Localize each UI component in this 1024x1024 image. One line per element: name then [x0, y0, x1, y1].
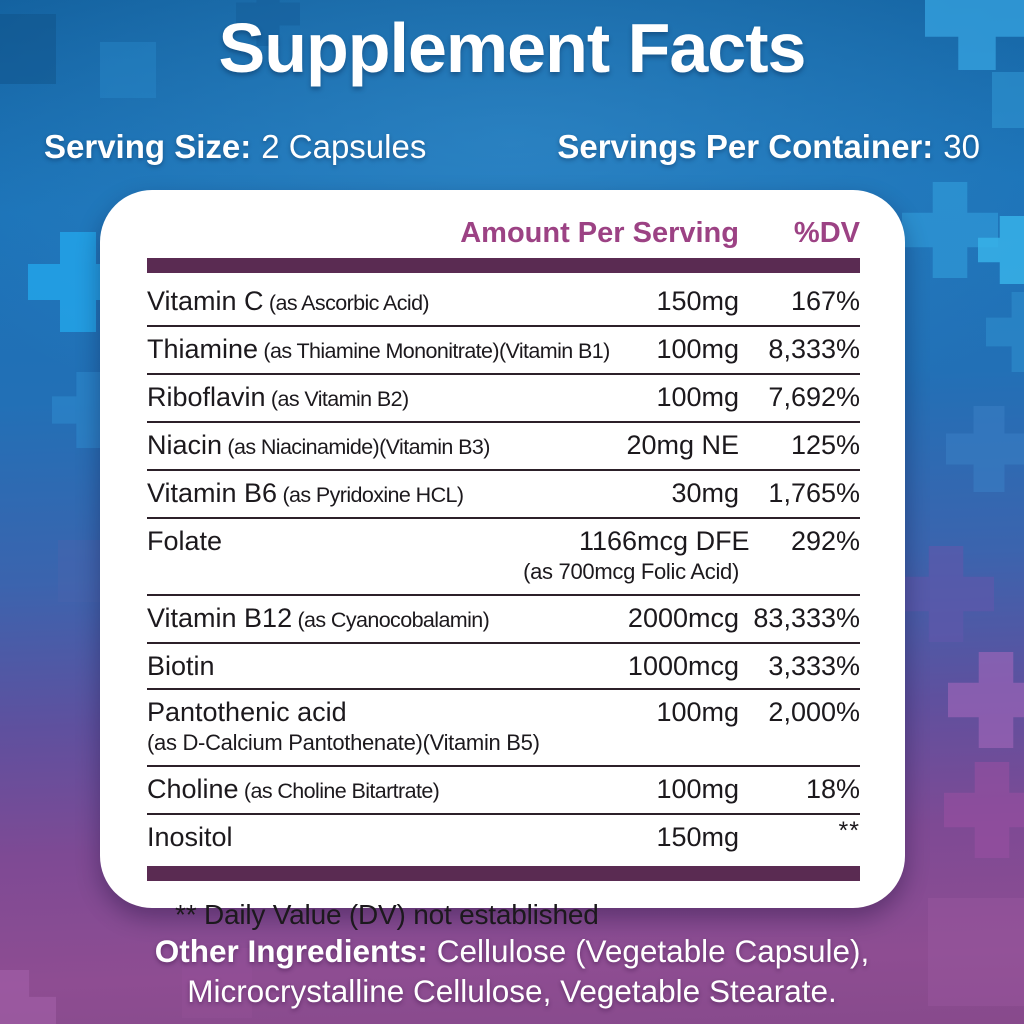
- divider-bar-top: [147, 258, 860, 273]
- table-row-main: Choline (as Choline Bitartrate) 100mg 18%: [147, 772, 860, 808]
- nutrient-amount: 1166mcg DFE: [579, 526, 750, 556]
- nutrient-name: Folate: [147, 526, 223, 556]
- nutrient-name: Pantothenic acid: [147, 697, 347, 727]
- serving-info-row: Serving Size: 2 Capsules Servings Per Con…: [0, 128, 1024, 166]
- table-row-main: Riboflavin (as Vitamin B2) 100mg 7,692%: [147, 380, 860, 416]
- square-decoration: [0, 14, 56, 84]
- nutrient-source-note: (as Vitamin B2): [265, 387, 409, 411]
- table-row: Vitamin B12 (as Cyanocobalamin) 2000mcg 83…: [147, 594, 860, 642]
- table-row-main: Vitamin B12 (as Cyanocobalamin) 2000mcg 83…: [147, 601, 860, 637]
- serving-size-label: Serving Size:: [44, 128, 252, 165]
- nutrient-name: Vitamin B12 (as Cyanocobalamin): [147, 603, 490, 633]
- nutrient-dv: 83,333%: [753, 603, 860, 633]
- serving-size-value: 2 Capsules: [261, 128, 427, 165]
- servings-per-container-value: 30: [943, 128, 980, 165]
- nutrient-amount: 2000mcg: [627, 603, 739, 633]
- nutrient-name: Niacin (as Niacinamide)(Vitamin B3): [147, 430, 490, 460]
- nutrient-name: Riboflavin (as Vitamin B2): [147, 382, 409, 412]
- divider-bar-bottom: [147, 866, 860, 881]
- facts-panel: Amount Per Serving %DV Vitamin C (as Asc…: [100, 190, 905, 930]
- table-row-main: Folate 1166mcg DFE 292%: [147, 524, 860, 558]
- plus-icon: [946, 406, 1024, 492]
- nutrient-dv: 3,333%: [768, 651, 860, 681]
- plus-icon: [0, 970, 56, 1024]
- facts-rows: Vitamin C (as Ascorbic Acid) 150mg 167% Thi…: [147, 279, 860, 860]
- servings-per-container: Servings Per Container: 30: [557, 128, 980, 166]
- table-row: Inositol 150mg **: [147, 813, 860, 860]
- table-row: Biotin 1000mcg 3,333%: [147, 642, 860, 688]
- nutrient-dv: 1,765%: [768, 478, 860, 508]
- plus-icon: [944, 762, 1024, 858]
- nutrient-amount: 100mg: [656, 382, 739, 412]
- nutrient-source-note: (as Cyanocobalamin): [292, 608, 490, 632]
- nutrient-amount: 20mg NE: [626, 430, 739, 460]
- nutrient-name: Inositol: [147, 822, 233, 852]
- facts-table-header: Amount Per Serving %DV: [147, 210, 860, 256]
- nutrient-dv: 2,000%: [768, 697, 860, 727]
- dv-header: %DV: [793, 217, 860, 249]
- table-row-main: Inositol 150mg **: [147, 817, 860, 855]
- plus-icon: [948, 652, 1024, 748]
- nutrient-dv: 125%: [790, 430, 860, 460]
- table-row: Niacin (as Niacinamide)(Vitamin B3) 20mg …: [147, 421, 860, 469]
- nutrient-name: Biotin: [147, 651, 215, 681]
- plus-icon: [986, 292, 1024, 372]
- square-decoration: [100, 42, 156, 98]
- nutrient-source-note: (as Pyridoxine HCL): [277, 483, 464, 507]
- nutrient-name: Vitamin B6 (as Pyridoxine HCL): [147, 478, 464, 508]
- table-row: Vitamin B6 (as Pyridoxine HCL) 30mg 1,765%: [147, 469, 860, 517]
- table-row-main: Pantothenic acid 100mg 2,000%: [147, 695, 860, 729]
- table-row-main: Niacin (as Niacinamide)(Vitamin B3) 20mg …: [147, 428, 860, 464]
- nutrient-sub-note: (as 700mcg Folic Acid): [523, 559, 739, 584]
- table-row: Thiamine (as Thiamine Mononitrate)(Vitam…: [147, 325, 860, 373]
- plus-icon: [902, 182, 998, 278]
- nutrient-amount: 100mg: [656, 774, 739, 804]
- nutrient-name: Choline (as Choline Bitartrate): [147, 774, 440, 804]
- nutrient-amount: 150mg: [656, 822, 739, 852]
- nutrient-source-note: (as Ascorbic Acid): [263, 291, 430, 315]
- nutrient-amount: 100mg: [656, 697, 739, 727]
- table-row: Riboflavin (as Vitamin B2) 100mg 7,692%: [147, 373, 860, 421]
- nutrient-sub-note: (as D-Calcium Pantothenate)(Vitamin B5): [147, 730, 540, 755]
- nutrient-dv: 18%: [805, 774, 860, 804]
- page-title: Supplement Facts: [218, 9, 807, 87]
- other-ingredients: Other Ingredients: Cellulose (Vegetable C…: [112, 931, 912, 1011]
- nutrient-dv: 8,333%: [768, 334, 860, 364]
- nutrient-source-note: (as Choline Bitartrate): [238, 779, 440, 803]
- nutrient-dv: 167%: [790, 286, 860, 316]
- square-decoration: [182, 948, 252, 1018]
- nutrient-source-note: (as Niacinamide)(Vitamin B3): [222, 435, 490, 459]
- nutrient-amount: 30mg: [671, 478, 739, 508]
- table-row: Vitamin C (as Ascorbic Acid) 150mg 167%: [147, 279, 860, 325]
- nutrient-amount: 150mg: [656, 286, 739, 316]
- nutrient-name: Thiamine (as Thiamine Mononitrate)(Vitam…: [147, 334, 610, 364]
- nutrient-amount: 100mg: [656, 334, 739, 364]
- table-row: Choline (as Choline Bitartrate) 100mg 18%: [147, 765, 860, 813]
- square-decoration: [928, 898, 1024, 1006]
- nutrient-dv: 292%: [790, 526, 860, 556]
- square-decoration: [992, 72, 1024, 128]
- amount-per-serving-header: Amount Per Serving: [460, 217, 739, 249]
- table-row-main: Biotin 1000mcg 3,333%: [147, 649, 860, 683]
- nutrient-source-note: (as Thiamine Mononitrate)(Vitamin B1): [258, 339, 610, 363]
- table-row-main: Thiamine (as Thiamine Mononitrate)(Vitam…: [147, 332, 860, 368]
- nutrient-dv: 7,692%: [768, 382, 860, 412]
- nutrient-amount: 1000mcg: [627, 651, 739, 681]
- table-row-main: Vitamin C (as Ascorbic Acid) 150mg 167%: [147, 284, 860, 320]
- table-row: Pantothenic acid 100mg 2,000% (as D-Calcium…: [147, 688, 860, 765]
- table-row-main: Vitamin B6 (as Pyridoxine HCL) 30mg 1,765%: [147, 476, 860, 512]
- servings-per-container-label: Servings Per Container:: [557, 128, 934, 165]
- other-ingredients-text: Cellulose (Vegetable Capsule), Microcrys…: [187, 933, 870, 1009]
- other-ingredients-label: Other Ingredients:: [154, 933, 428, 969]
- nutrient-name: Vitamin C (as Ascorbic Acid): [147, 286, 430, 316]
- serving-size: Serving Size: 2 Capsules: [44, 128, 426, 166]
- dv-footnote: ** Daily Value (DV) not established: [175, 899, 599, 930]
- nutrient-dv: **: [838, 817, 860, 845]
- plus-icon: [898, 546, 994, 642]
- table-row: Folate 1166mcg DFE 292% (as 700mcg Folic Ac…: [147, 517, 860, 594]
